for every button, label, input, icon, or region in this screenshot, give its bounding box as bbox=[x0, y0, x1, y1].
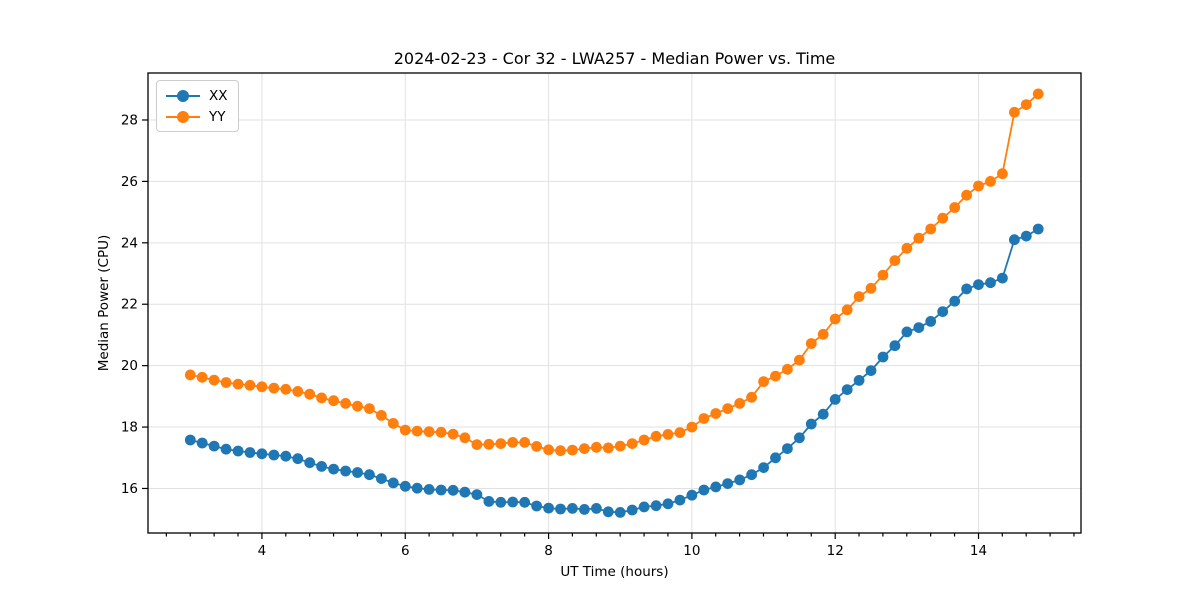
legend-label-xx: XX bbox=[209, 87, 228, 104]
legend-label-yy: YY bbox=[209, 108, 226, 125]
chart-title: 2024-02-23 - Cor 32 - LWA257 - Median Po… bbox=[393, 49, 836, 68]
legend-marker-yy bbox=[166, 110, 200, 123]
x-tick-label: 8 bbox=[544, 543, 553, 559]
x-axis-label: UT Time (hours) bbox=[560, 564, 669, 580]
legend-item-yy: YY bbox=[165, 106, 228, 127]
y-tick-label: 26 bbox=[121, 174, 138, 190]
series-XX bbox=[184, 223, 1044, 518]
y-tick-label: 18 bbox=[121, 420, 138, 436]
y-tick-label: 24 bbox=[121, 235, 138, 251]
y-tick-label: 22 bbox=[121, 297, 138, 313]
y-tick-label: 20 bbox=[121, 358, 138, 374]
grid bbox=[148, 73, 1081, 533]
plot-border bbox=[147, 72, 1082, 534]
series-YY bbox=[184, 88, 1044, 457]
x-tick-label: 4 bbox=[258, 543, 267, 559]
y-tick-label: 28 bbox=[121, 112, 138, 128]
legend-item-xx: XX bbox=[165, 85, 228, 106]
y-tick-label: 16 bbox=[121, 481, 138, 497]
x-tick-label: 14 bbox=[970, 543, 987, 559]
x-tick-label: 10 bbox=[683, 543, 700, 559]
x-tick-label: 6 bbox=[401, 543, 410, 559]
axes-ticks: 4 6 8 10 12 14 16 18 20 22 24 26 28 bbox=[121, 112, 1075, 559]
x-tick-label: 12 bbox=[827, 543, 844, 559]
legend: XX YY bbox=[156, 80, 239, 132]
legend-marker-xx bbox=[166, 89, 200, 102]
